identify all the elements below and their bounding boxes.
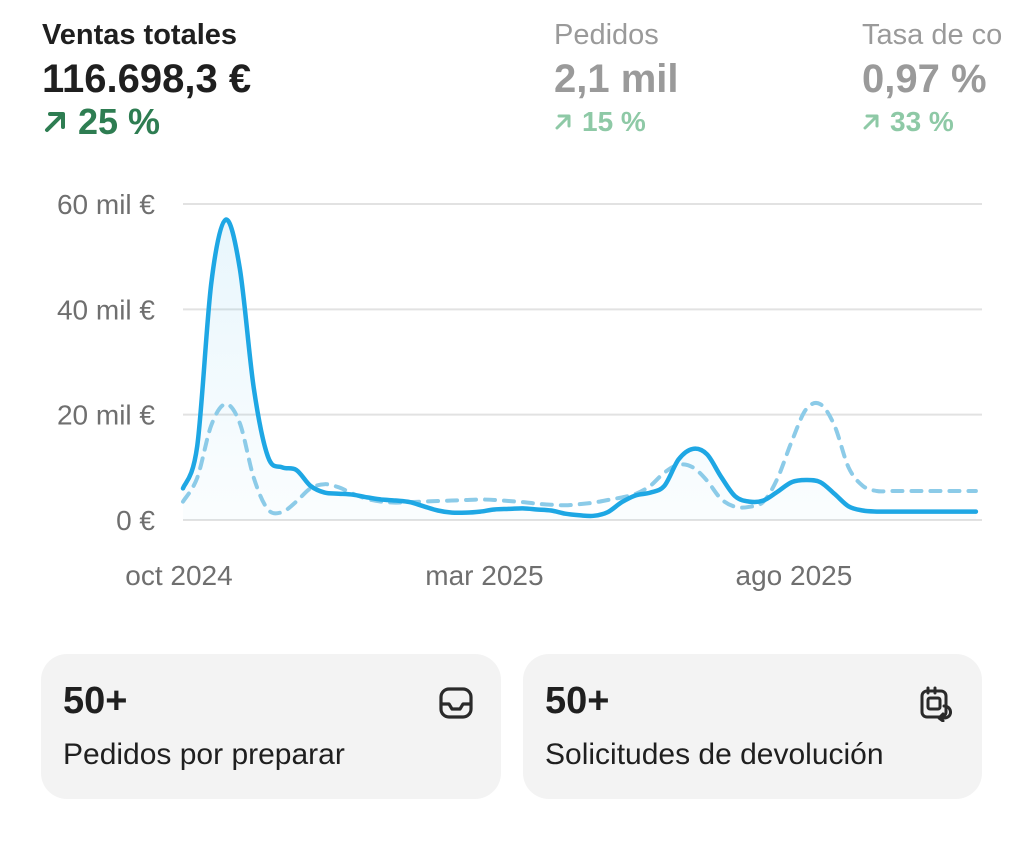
metric-delta: 15 %: [554, 104, 679, 140]
metric-label: Ventas totales: [42, 19, 238, 51]
metric-delta: 25 %: [42, 104, 251, 140]
metric-value: 116.698,3 €: [42, 57, 252, 101]
comparison-period-line: [181, 400, 978, 516]
metric-orders[interactable]: Pedidos 2,1 mil 15 %: [554, 16, 679, 140]
metric-value: 2,1 mil: [554, 57, 679, 101]
metric-label: Pedidos: [554, 19, 659, 51]
x-tick-label: ago 2025: [736, 560, 853, 591]
metric-label: Tasa de co: [862, 19, 1003, 51]
orders-to-fulfill-card[interactable]: 50+ Pedidos por preparar: [41, 654, 501, 799]
arrow-up-right-icon: [42, 109, 68, 135]
return-requests-card[interactable]: 50+ Solicitudes de devolución: [523, 654, 982, 799]
metric-total-sales[interactable]: Ventas totales 116.698,3 € 25 %: [42, 16, 251, 140]
x-tick-label: oct 2024: [125, 560, 232, 591]
x-tick-label: mar 2025: [425, 560, 543, 591]
card-value: 50+: [63, 680, 128, 722]
arrow-up-right-icon: [862, 113, 880, 131]
card-label: Pedidos por preparar: [63, 738, 345, 771]
inbox-icon: [437, 684, 475, 722]
series-area: [183, 219, 976, 520]
y-tick-label: 0 €: [116, 505, 155, 536]
metric-delta-value: 33 %: [890, 106, 954, 137]
card-label: Solicitudes de devolución: [545, 738, 884, 771]
card-value: 50+: [545, 680, 610, 722]
return-request-icon: [918, 684, 956, 723]
current-period-line: [180, 217, 979, 519]
metric-delta-value: 25 %: [78, 101, 161, 142]
metric-delta-value: 15 %: [582, 106, 646, 137]
y-tick-label: 60 mil €: [57, 189, 155, 220]
metric-conversion-rate[interactable]: Tasa de co 0,97 % 33 %: [862, 16, 1002, 140]
arrow-up-right-icon: [554, 113, 572, 131]
y-tick-label: 40 mil €: [57, 294, 155, 325]
y-tick-label: 20 mil €: [57, 400, 155, 431]
sales-line-chart[interactable]: 0 € 20 mil € 40 mil € 60 mil € oct 2024 mar …: [0, 0, 1024, 620]
metric-value: 0,97 %: [862, 57, 987, 101]
metric-delta: 33 %: [862, 104, 1002, 140]
